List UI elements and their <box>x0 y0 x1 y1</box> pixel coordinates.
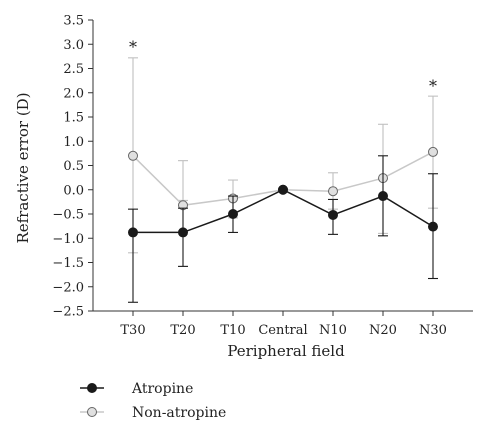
data-point-atropine <box>128 227 138 238</box>
series-line-non-atropine <box>132 151 434 207</box>
series-line-atropine <box>133 188 434 234</box>
x-tick-label: N10 <box>319 323 347 338</box>
y-tick-label: 2.0 <box>63 86 84 101</box>
legend-marker-non-atropine <box>87 407 97 417</box>
x-tick-label: T30 <box>120 323 145 338</box>
data-point-non-atropine <box>128 150 138 161</box>
data-point-atropine <box>228 209 238 219</box>
x-tick-label: Central <box>258 323 307 338</box>
x-tick-label: T10 <box>220 323 245 338</box>
y-tick-label: −1.0 <box>52 232 84 247</box>
y-tick-label: −1.5 <box>52 256 84 271</box>
chart-marks: ** <box>128 38 438 303</box>
data-point-atropine <box>378 191 388 202</box>
y-tick-label: 1.5 <box>63 111 84 126</box>
y-tick-label: 2.5 <box>63 62 84 77</box>
y-tick-label: 3.5 <box>63 14 84 29</box>
significance-marker: * <box>429 76 437 95</box>
data-point-atropine <box>428 221 438 232</box>
y-axis-title: Refractive error (D) <box>14 92 32 243</box>
legend-label-non-atropine: Non-atropine <box>132 405 226 421</box>
y-tick-label: 1.0 <box>63 135 84 150</box>
y-tick-label: −2.5 <box>52 305 84 320</box>
legend-label-atropine: Atropine <box>131 381 193 397</box>
y-tick-label: 0.5 <box>63 159 84 174</box>
legend-marker-atropine <box>87 383 97 393</box>
x-tick-label: N20 <box>369 323 397 338</box>
legend: Atropine Non-atropine <box>80 381 226 421</box>
data-point-atropine <box>178 227 188 238</box>
y-tick-label: 3.0 <box>63 38 84 53</box>
axes: 3.5 3.0 2.5 2.0 1.5 1.0 0.5 0.0 −0.5 −1.0 −1.5 −2.0… <box>52 14 473 338</box>
y-tick-label: −0.5 <box>52 208 84 223</box>
x-tick-label: N30 <box>419 323 447 338</box>
data-point-non-atropine <box>328 186 338 197</box>
significance-marker: * <box>129 38 137 57</box>
x-axis-title: Peripheral field <box>227 342 345 360</box>
y-tick-label: 0.0 <box>63 183 84 198</box>
data-point-atropine <box>328 209 338 220</box>
y-tick-label: −2.0 <box>52 280 84 295</box>
x-tick-label: T20 <box>170 323 195 338</box>
data-point-atropine <box>278 184 288 195</box>
data-point-non-atropine <box>428 146 438 157</box>
